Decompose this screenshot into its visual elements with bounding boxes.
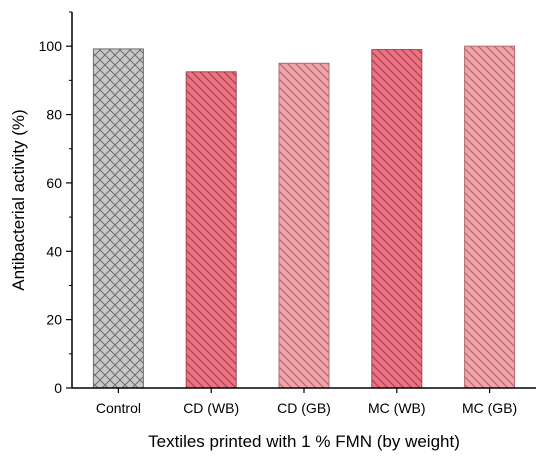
bar-mc-wb: [371, 49, 423, 389]
bar-control: [92, 48, 144, 389]
x-tick-label: CD (GB): [277, 400, 331, 416]
y-tick-label: 0: [54, 380, 62, 396]
y-tick-label: 60: [46, 175, 62, 191]
x-tick-label: MC (WB): [368, 400, 426, 416]
x-ticks-group: Control CD (WB) CD (GB) MC (WB) MC (GB): [96, 388, 517, 416]
y-axis-title: Antibacterial activity (%): [9, 109, 28, 290]
y-tick-label: 80: [46, 107, 62, 123]
bar-mc-gb: [464, 45, 516, 389]
bar-cd-gb: [278, 62, 330, 389]
y-tick-label: 40: [46, 243, 62, 259]
y-ticks-group: 0 20 40 60 80 100: [39, 11, 72, 396]
x-axis-title: Textiles printed with 1 % FMN (by weight…: [148, 432, 460, 451]
bar-cd-wb: [185, 71, 237, 389]
x-tick-label: CD (WB): [183, 400, 239, 416]
bars-group: [92, 45, 516, 389]
y-tick-label: 100: [39, 38, 63, 54]
x-tick-label: MC (GB): [462, 400, 517, 416]
x-tick-label: Control: [96, 400, 141, 416]
y-tick-label: 20: [46, 312, 62, 328]
